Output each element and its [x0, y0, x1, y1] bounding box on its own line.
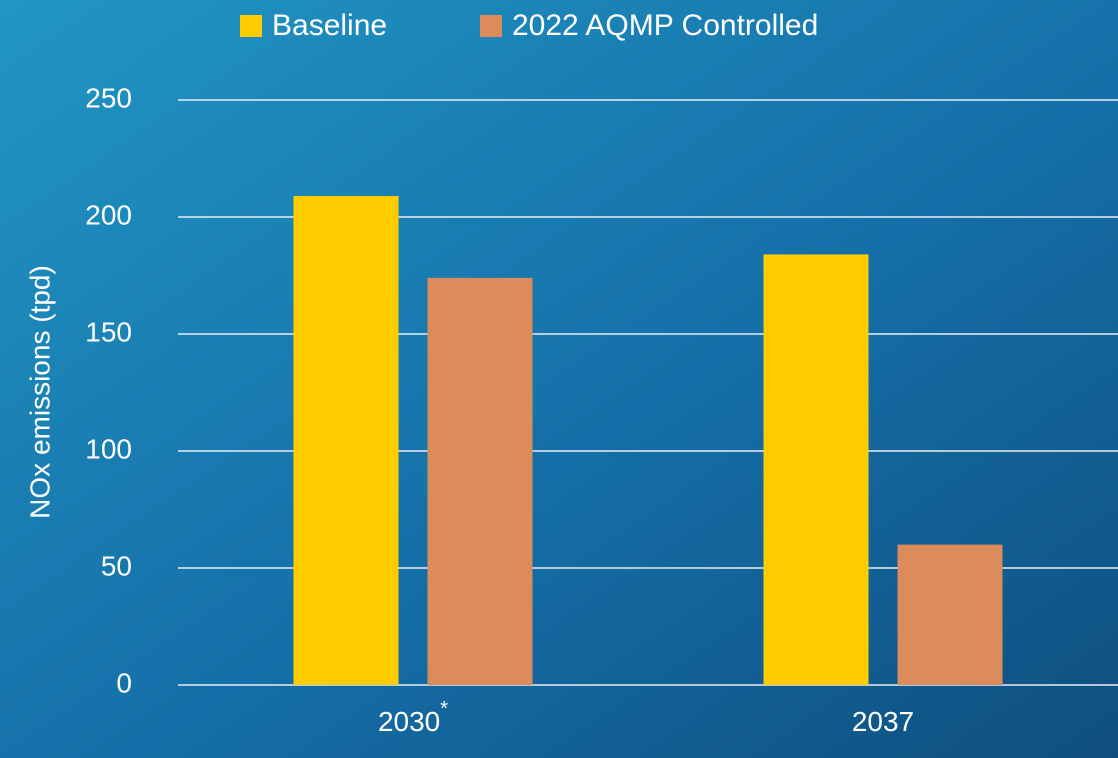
x-tick-text: 2037 — [852, 706, 914, 737]
y-tick-label: 100 — [85, 433, 132, 464]
bar — [897, 544, 1003, 685]
x-tick-text: 2030 — [378, 706, 440, 737]
legend-label: 2022 AQMP Controlled — [512, 9, 818, 42]
x-tick-label: 2030* — [378, 698, 448, 737]
x-tick-mark: * — [440, 698, 448, 720]
legend-swatch — [240, 15, 262, 37]
bar — [427, 277, 533, 685]
legend-label: Baseline — [272, 9, 387, 42]
y-tick-label: 150 — [85, 316, 132, 347]
y-tick-label: 50 — [101, 550, 132, 581]
y-tick-label: 200 — [85, 199, 132, 230]
x-tick-label: 2037 — [852, 706, 914, 737]
bar — [293, 195, 399, 685]
y-tick-label: 0 — [116, 667, 132, 698]
legend-swatch — [480, 15, 502, 37]
bar — [763, 254, 869, 685]
y-tick-label: 250 — [85, 82, 132, 113]
y-axis-label: NOx emissions (tpd) — [24, 265, 55, 519]
